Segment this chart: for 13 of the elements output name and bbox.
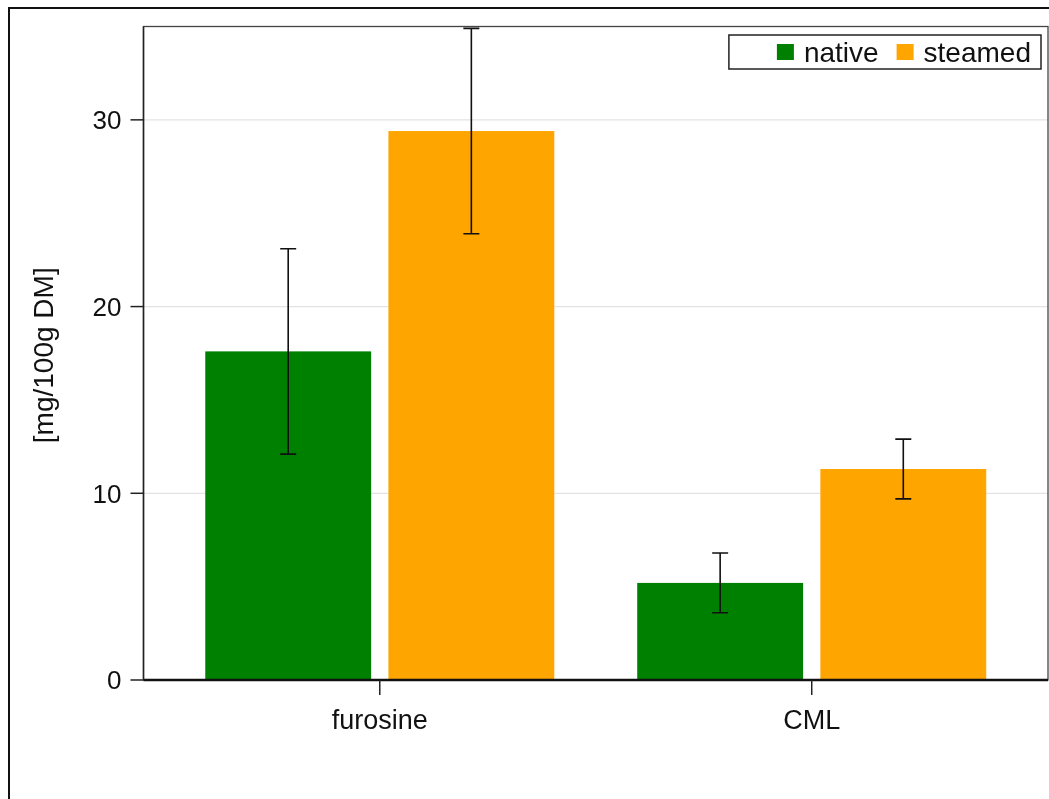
bar — [820, 469, 987, 680]
y-tick-label: 30 — [92, 105, 122, 136]
y-tick-label: 20 — [92, 291, 122, 322]
bar — [637, 582, 804, 680]
x-tick-label: CML — [783, 705, 841, 735]
legend-label: steamed — [923, 37, 1032, 69]
bar — [205, 351, 372, 680]
bar — [388, 131, 555, 680]
legend-label: native — [803, 37, 879, 69]
x-tick-label: furosine — [331, 705, 428, 735]
y-tick-label: 10 — [92, 478, 122, 509]
y-axis-title: [mg/100g DM] — [28, 267, 59, 444]
y-tick-label: 0 — [107, 665, 122, 696]
